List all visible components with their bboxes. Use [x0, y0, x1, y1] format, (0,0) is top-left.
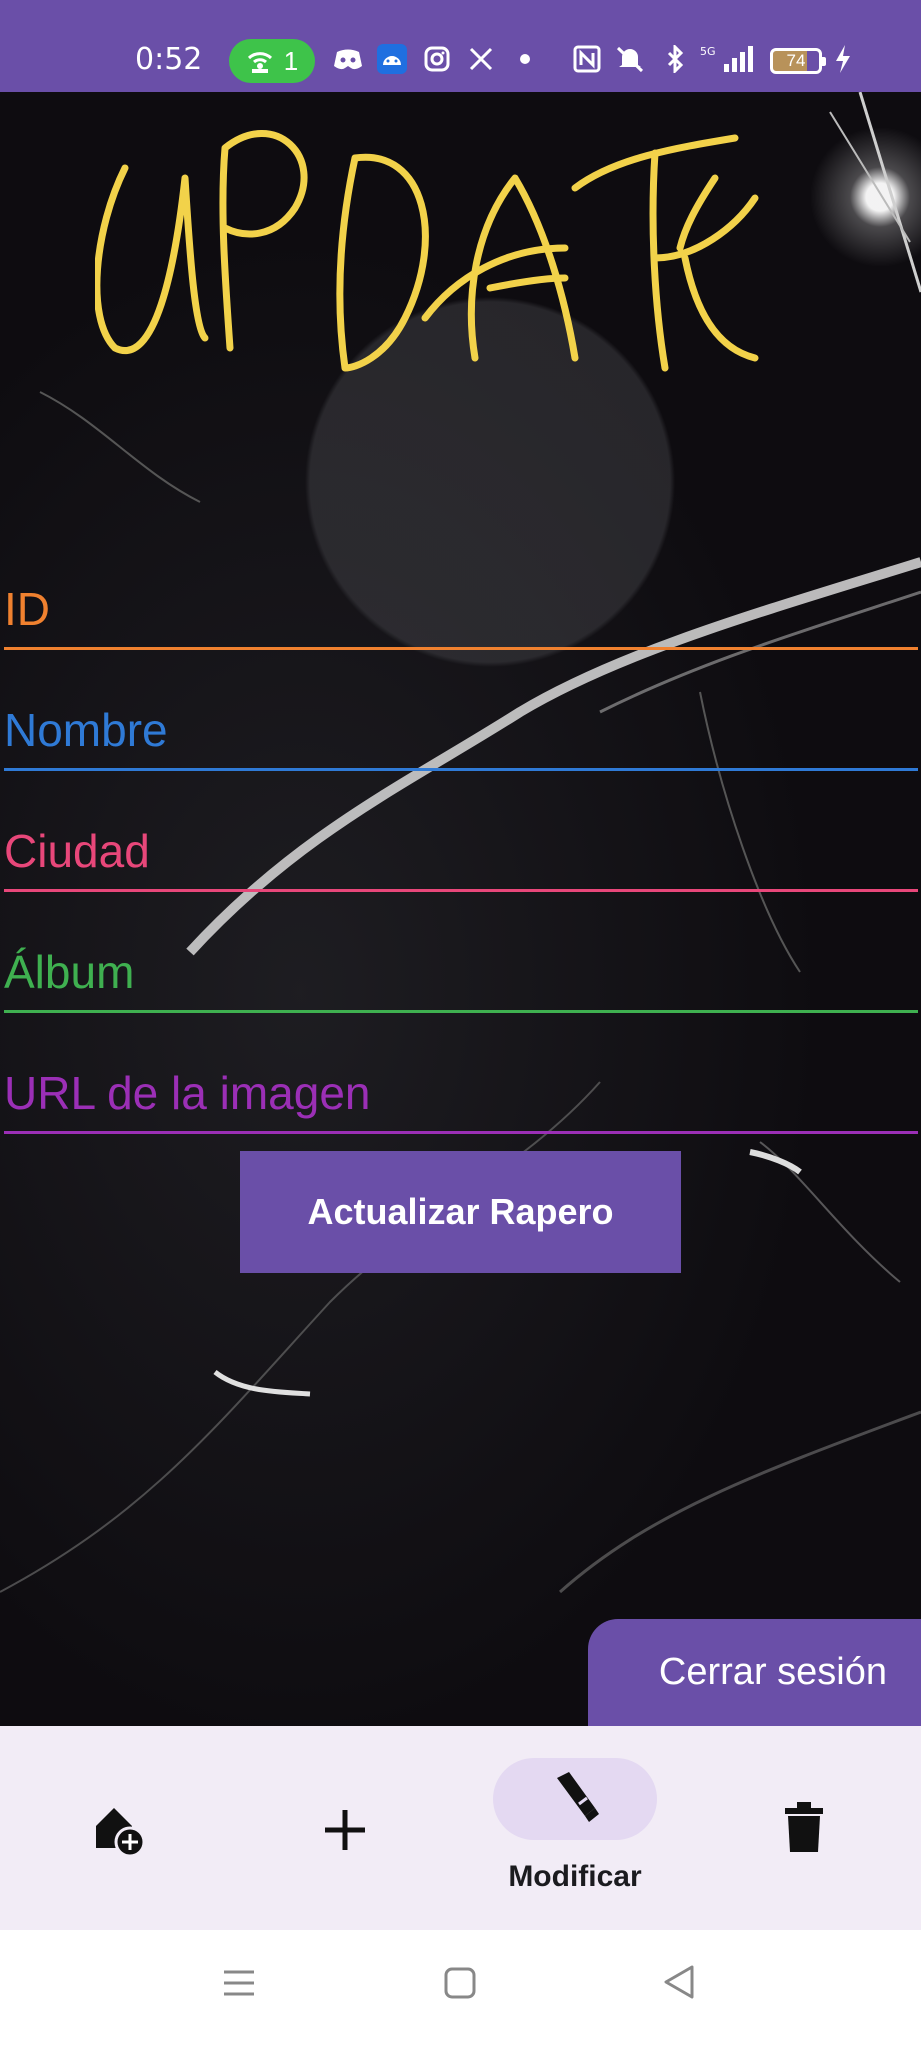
battery-icon: 74 — [770, 48, 826, 74]
album-placeholder: Álbum — [4, 946, 135, 998]
url-imagen-input[interactable]: URL de la imagen — [4, 1042, 918, 1134]
trash-icon — [785, 1802, 823, 1852]
ciudad-placeholder: Ciudad — [4, 825, 150, 877]
nfc-icon — [572, 44, 602, 74]
charging-icon — [828, 44, 858, 74]
signal-icon: 5G — [700, 44, 758, 74]
nombre-underline — [4, 768, 918, 771]
nav-label-modificar: Modificar — [508, 1860, 642, 1893]
mute-icon — [615, 44, 645, 74]
url-imagen-underline — [4, 1131, 918, 1134]
album-input[interactable]: Álbum — [4, 921, 918, 1013]
bottom-navigation: Modificar — [0, 1726, 921, 1930]
add-icon — [325, 1810, 365, 1850]
cerrar-sesion-label: Cerrar sesión — [658, 1651, 887, 1693]
hotspot-indicator: 1 — [229, 39, 315, 83]
id-underline — [4, 647, 918, 650]
recents-icon[interactable] — [222, 1966, 256, 2000]
x-icon — [466, 44, 496, 74]
album-underline — [4, 1010, 918, 1013]
back-icon[interactable] — [662, 1964, 696, 2000]
hotspot-count: 1 — [283, 45, 299, 76]
bluetooth-icon — [661, 44, 691, 74]
instagram-icon — [422, 44, 452, 74]
android-icon — [377, 44, 407, 74]
ciudad-underline — [4, 889, 918, 892]
home-add-icon — [96, 1808, 146, 1858]
dot-icon — [510, 44, 540, 74]
nombre-input[interactable]: Nombre — [4, 679, 918, 771]
nav-item-delete[interactable] — [745, 1726, 865, 1930]
update-title-art — [95, 130, 759, 372]
marble-background — [0, 92, 921, 1726]
id-placeholder: ID — [4, 583, 50, 635]
status-time: 0:52 — [135, 42, 203, 77]
url-imagen-placeholder: URL de la imagen — [4, 1067, 371, 1119]
nav-item-home[interactable] — [70, 1726, 190, 1930]
brush-icon — [557, 1772, 599, 1822]
ciudad-input[interactable]: Ciudad — [4, 800, 918, 892]
actualizar-rapero-button[interactable]: Actualizar Rapero — [240, 1151, 681, 1273]
battery-level: 74 — [786, 51, 806, 70]
hotspot-icon — [247, 52, 272, 73]
status-bar: 0:52 1 5G 74 — [0, 0, 921, 92]
id-input[interactable]: ID — [4, 558, 918, 650]
discord-icon — [333, 44, 363, 74]
svg-text:5G: 5G — [700, 45, 716, 58]
nav-item-modificar[interactable] — [493, 1758, 657, 1840]
home-icon[interactable] — [443, 1966, 477, 2000]
nav-item-add[interactable] — [285, 1726, 405, 1930]
nombre-placeholder: Nombre — [4, 704, 168, 756]
cerrar-sesion-button[interactable]: Cerrar sesión — [588, 1619, 921, 1726]
system-navigation-bar — [0, 1930, 921, 2048]
